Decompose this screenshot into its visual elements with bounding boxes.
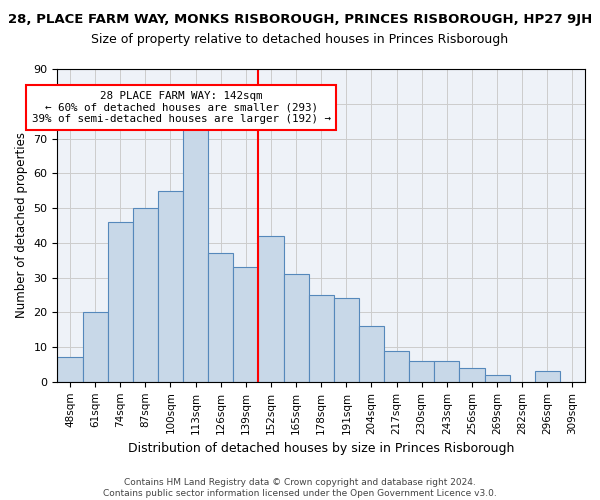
Text: 28 PLACE FARM WAY: 142sqm
← 60% of detached houses are smaller (293)
39% of semi: 28 PLACE FARM WAY: 142sqm ← 60% of detac… — [32, 91, 331, 124]
Bar — [384, 350, 409, 382]
Bar — [158, 190, 183, 382]
Bar — [535, 372, 560, 382]
Bar — [284, 274, 308, 382]
Bar — [183, 128, 208, 382]
Bar — [434, 361, 460, 382]
Y-axis label: Number of detached properties: Number of detached properties — [15, 132, 28, 318]
Bar — [308, 295, 334, 382]
Bar — [409, 361, 434, 382]
X-axis label: Distribution of detached houses by size in Princes Risborough: Distribution of detached houses by size … — [128, 442, 514, 455]
Text: Size of property relative to detached houses in Princes Risborough: Size of property relative to detached ho… — [91, 32, 509, 46]
Bar — [334, 298, 359, 382]
Bar — [83, 312, 107, 382]
Bar — [259, 236, 284, 382]
Bar — [485, 375, 509, 382]
Text: Contains HM Land Registry data © Crown copyright and database right 2024.
Contai: Contains HM Land Registry data © Crown c… — [103, 478, 497, 498]
Bar — [58, 358, 83, 382]
Bar — [460, 368, 485, 382]
Bar — [107, 222, 133, 382]
Bar — [359, 326, 384, 382]
Text: 28, PLACE FARM WAY, MONKS RISBOROUGH, PRINCES RISBOROUGH, HP27 9JH: 28, PLACE FARM WAY, MONKS RISBOROUGH, PR… — [8, 12, 592, 26]
Bar — [133, 208, 158, 382]
Bar — [208, 253, 233, 382]
Bar — [233, 267, 259, 382]
